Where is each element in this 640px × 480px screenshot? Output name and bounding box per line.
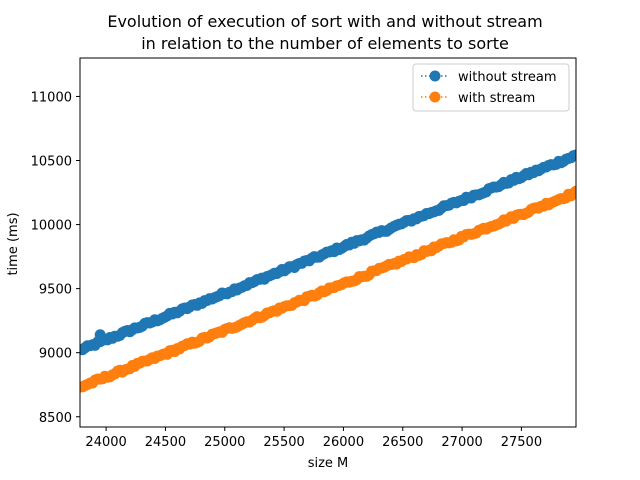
y-tick-label: 10000 xyxy=(31,219,72,234)
plot-frame xyxy=(79,57,577,428)
legend-label: with stream xyxy=(458,91,535,106)
legend: without stream with stream xyxy=(412,63,570,112)
x-tick-label: 27000 xyxy=(441,435,482,450)
y-tick-label: 10500 xyxy=(31,155,72,170)
series-without-stream xyxy=(80,149,576,356)
x-tick-label: 24500 xyxy=(145,435,186,450)
x-tick-label: 25500 xyxy=(263,435,304,450)
legend-entry: with stream xyxy=(421,91,535,106)
x-tick-label: 27500 xyxy=(501,435,542,450)
y-tick-label: 8500 xyxy=(39,411,72,426)
title-line-1: Evolution of execution of sort with and … xyxy=(107,12,542,31)
title-line-2: in relation to the number of elements to… xyxy=(141,34,509,53)
data-point xyxy=(570,149,576,161)
legend-label: without stream xyxy=(458,70,557,85)
x-axis-label: size M xyxy=(308,456,349,471)
y-tick-label: 9500 xyxy=(39,283,72,298)
legend-box xyxy=(412,63,570,112)
legend-entry: without stream xyxy=(421,70,557,85)
series-with-stream xyxy=(80,185,576,393)
chart-title: Evolution of execution of sort with and … xyxy=(107,12,542,53)
y-tick-label: 9000 xyxy=(39,347,72,362)
legend-marker xyxy=(429,91,441,103)
y-tick-label: 11000 xyxy=(31,90,72,105)
x-tick-label: 25000 xyxy=(204,435,245,450)
y-axis-label: time (ms) xyxy=(6,212,21,275)
legend-marker xyxy=(429,70,441,82)
axes-layer: 24000 24500 25000 25500 26000 26500 27000 27500… xyxy=(31,57,577,450)
data-point xyxy=(570,185,576,197)
data-point-outlier xyxy=(94,329,106,341)
x-tick-label: 24000 xyxy=(85,435,126,450)
x-tick-label: 26000 xyxy=(323,435,364,450)
series-layer xyxy=(80,149,576,393)
x-tick-label: 26500 xyxy=(382,435,423,450)
